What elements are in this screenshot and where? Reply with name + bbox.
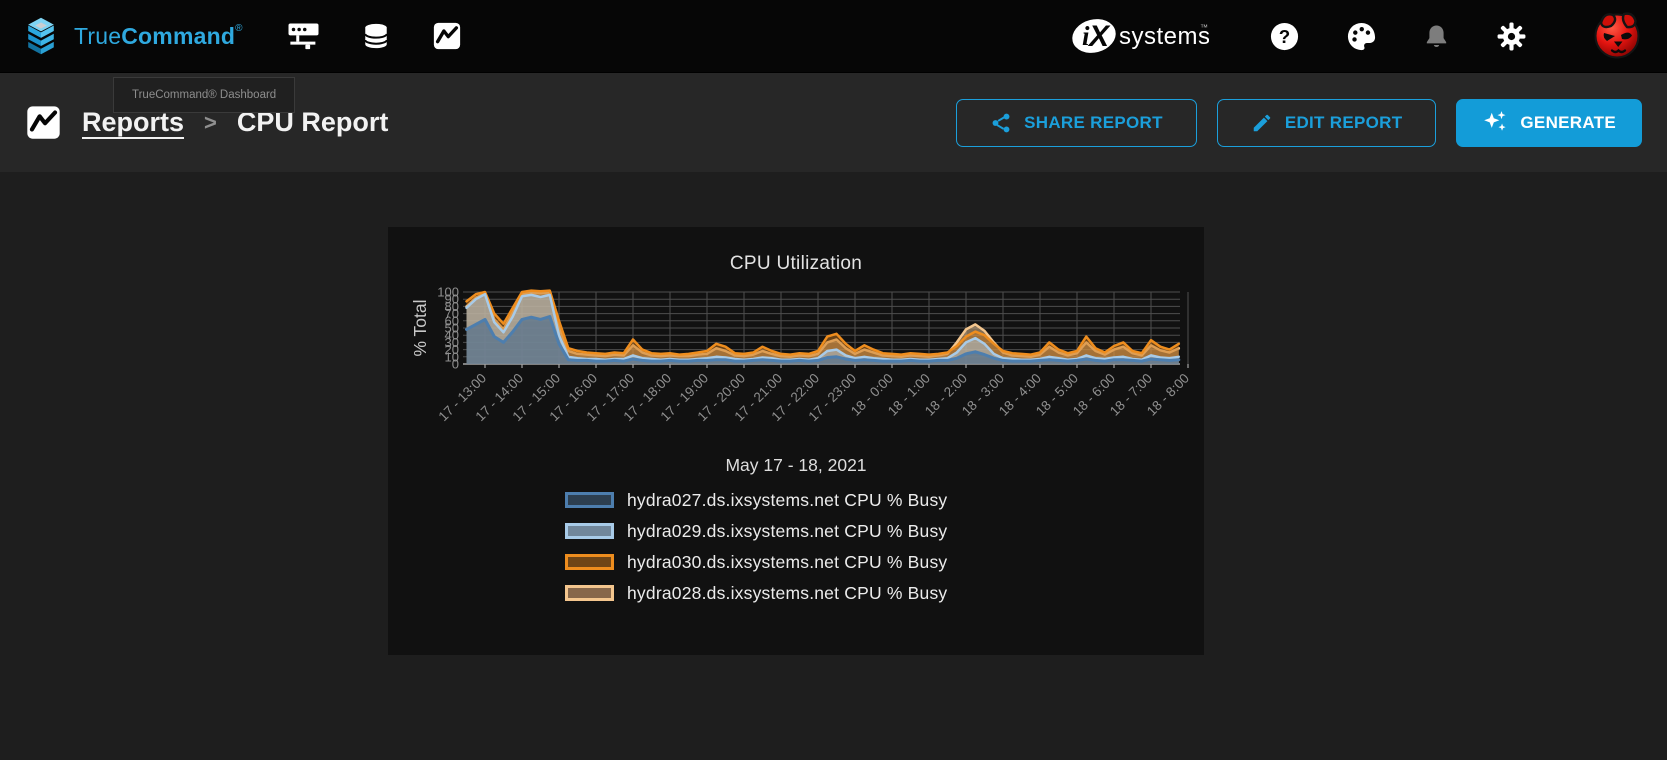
cpu-report-card: CPU Utilization 100 90 80 70 60 50 40 30 20 10 0 17… xyxy=(388,227,1204,655)
legend-label: hydra027.ds.ixsystems.net CPU % Busy xyxy=(627,489,948,510)
y-tick-label: 50 xyxy=(445,321,459,336)
series-line xyxy=(465,292,1181,361)
legend-label: hydra030.ds.ixsystems.net CPU % Busy xyxy=(627,551,948,572)
ixsystems-logo[interactable]: i X systems ™ xyxy=(1067,13,1209,59)
page-header-bar: TrueCommand® Dashboard Reports > CPU Rep… xyxy=(0,72,1667,172)
edit-pencil-icon xyxy=(1253,114,1271,131)
chart-date-range-label: May 17 - 18, 2021 xyxy=(725,455,867,475)
sparkles-icon xyxy=(1484,110,1507,131)
share-report-button[interactable]: SHARE REPORT xyxy=(956,98,1197,147)
series-line xyxy=(465,289,1181,356)
generate-label: GENERATE xyxy=(1520,112,1616,132)
series-line xyxy=(465,315,1181,363)
tooltip: TrueCommand® Dashboard xyxy=(113,77,296,113)
y-tick-label: 40 xyxy=(445,328,459,343)
user-avatar[interactable] xyxy=(1591,7,1643,66)
notifications-bell-icon[interactable] xyxy=(1423,22,1450,51)
truecommand-logo[interactable]: TrueCommand® xyxy=(20,15,243,57)
systems-icon[interactable] xyxy=(287,21,320,51)
legend-item: hydra027.ds.ixsystems.net CPU % Busy xyxy=(565,489,1204,511)
reports-icon[interactable] xyxy=(432,21,462,51)
svg-text:X: X xyxy=(1087,20,1111,53)
chart-legend: hydra027.ds.ixsystems.net CPU % Busy hydr… xyxy=(388,489,1204,604)
legend-swatch xyxy=(565,523,614,539)
share-report-label: SHARE REPORT xyxy=(1024,112,1163,132)
top-navbar: TrueCommand® xyxy=(0,0,1667,72)
storage-icon[interactable] xyxy=(362,21,390,51)
chart-title: CPU Utilization xyxy=(729,253,863,274)
settings-gear-icon[interactable] xyxy=(1496,21,1527,52)
svg-text:™: ™ xyxy=(1200,23,1208,32)
y-tick-label: 0 xyxy=(452,357,459,372)
nav-icon-group xyxy=(287,21,462,51)
legend-label: hydra029.ds.ixsystems.net CPU % Busy xyxy=(627,520,948,541)
breadcrumb-separator: > xyxy=(204,109,217,135)
legend-label: hydra028.ds.ixsystems.net CPU % Busy xyxy=(627,582,948,603)
y-tick-label: 90 xyxy=(445,292,459,307)
y-tick-label: 80 xyxy=(445,299,459,314)
legend-item: hydra030.ds.ixsystems.net CPU % Busy xyxy=(565,551,1204,573)
series-area xyxy=(466,316,1179,364)
legend-swatch xyxy=(565,554,614,570)
legend-item: hydra028.ds.ixsystems.net CPU % Busy xyxy=(565,582,1204,604)
y-tick-label: 30 xyxy=(445,335,459,350)
reports-breadcrumb-icon xyxy=(25,104,62,141)
legend-swatch xyxy=(565,585,614,601)
edit-report-label: EDIT REPORT xyxy=(1284,112,1403,132)
y-tick-label: 70 xyxy=(445,306,459,321)
ix-systems-text: systems xyxy=(1119,23,1209,50)
nav-right-group: i X systems ™ ? xyxy=(1067,7,1643,66)
y-tick-label: 10 xyxy=(445,349,459,364)
legend-swatch xyxy=(565,492,614,508)
theme-palette-icon[interactable] xyxy=(1346,21,1377,52)
y-tick-label: 100 xyxy=(437,285,459,300)
report-actions: SHARE REPORT EDIT REPORT GENERATE xyxy=(956,98,1642,147)
help-icon[interactable]: ? xyxy=(1269,21,1300,52)
generate-button[interactable]: GENERATE xyxy=(1456,98,1642,147)
y-tick-label: 60 xyxy=(445,313,459,328)
truecommand-wordmark: TrueCommand® xyxy=(74,22,243,49)
share-icon xyxy=(992,113,1010,132)
svg-text:i: i xyxy=(1082,21,1090,51)
y-axis-label: % Total xyxy=(410,299,430,356)
edit-report-button[interactable]: EDIT REPORT xyxy=(1216,98,1437,147)
legend-item: hydra029.ds.ixsystems.net CPU % Busy xyxy=(565,520,1204,542)
truecommand-cube-icon xyxy=(20,15,62,57)
y-tick-label: 20 xyxy=(445,342,459,357)
svg-text:?: ? xyxy=(1279,26,1290,47)
